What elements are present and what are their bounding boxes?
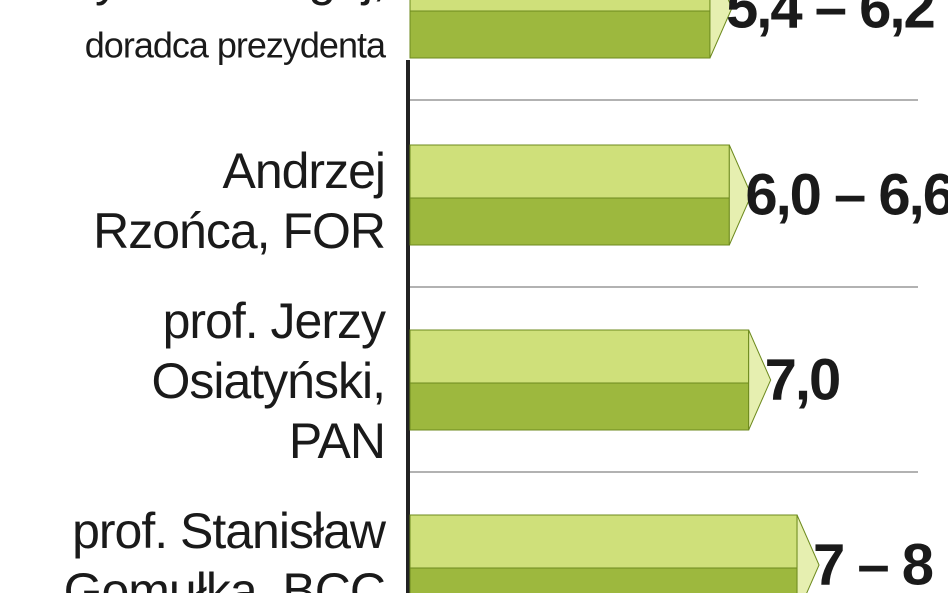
category-label: Andrzej [222, 143, 385, 199]
bar [409, 514, 820, 593]
bar [409, 0, 733, 59]
category-label: prof. Jerzy [163, 293, 386, 349]
value-label: 6,0 – 6,6 [745, 162, 948, 227]
category-label: Ryszard Bugaj, [60, 0, 385, 6]
bar-top [409, 514, 798, 569]
bar-tip [796, 514, 820, 593]
bar-top [409, 329, 750, 384]
bar-bottom [409, 382, 750, 431]
bar-tip [709, 0, 733, 59]
category-label: prof. Stanisław [72, 503, 387, 559]
bar-tip [748, 329, 772, 431]
bar-bottom [409, 197, 730, 246]
bar-top [409, 144, 730, 199]
value-label: 7,0 [765, 347, 840, 412]
category-label: doradca prezydenta [85, 25, 387, 66]
bar-tip [728, 144, 752, 246]
bar-bottom [409, 567, 798, 593]
category-label: Osiatyński, [151, 353, 385, 409]
category-label: Rzońca, FOR [93, 203, 385, 259]
bar-bottom [409, 10, 711, 59]
value-label: 7 – 8 [813, 532, 933, 593]
bar [409, 329, 772, 431]
category-label: Gomułka, BCC [64, 563, 385, 593]
value-label: 5,4 – 6,2 [726, 0, 934, 40]
bar [409, 144, 752, 246]
bar-top [409, 0, 711, 12]
category-label: PAN [289, 413, 385, 469]
